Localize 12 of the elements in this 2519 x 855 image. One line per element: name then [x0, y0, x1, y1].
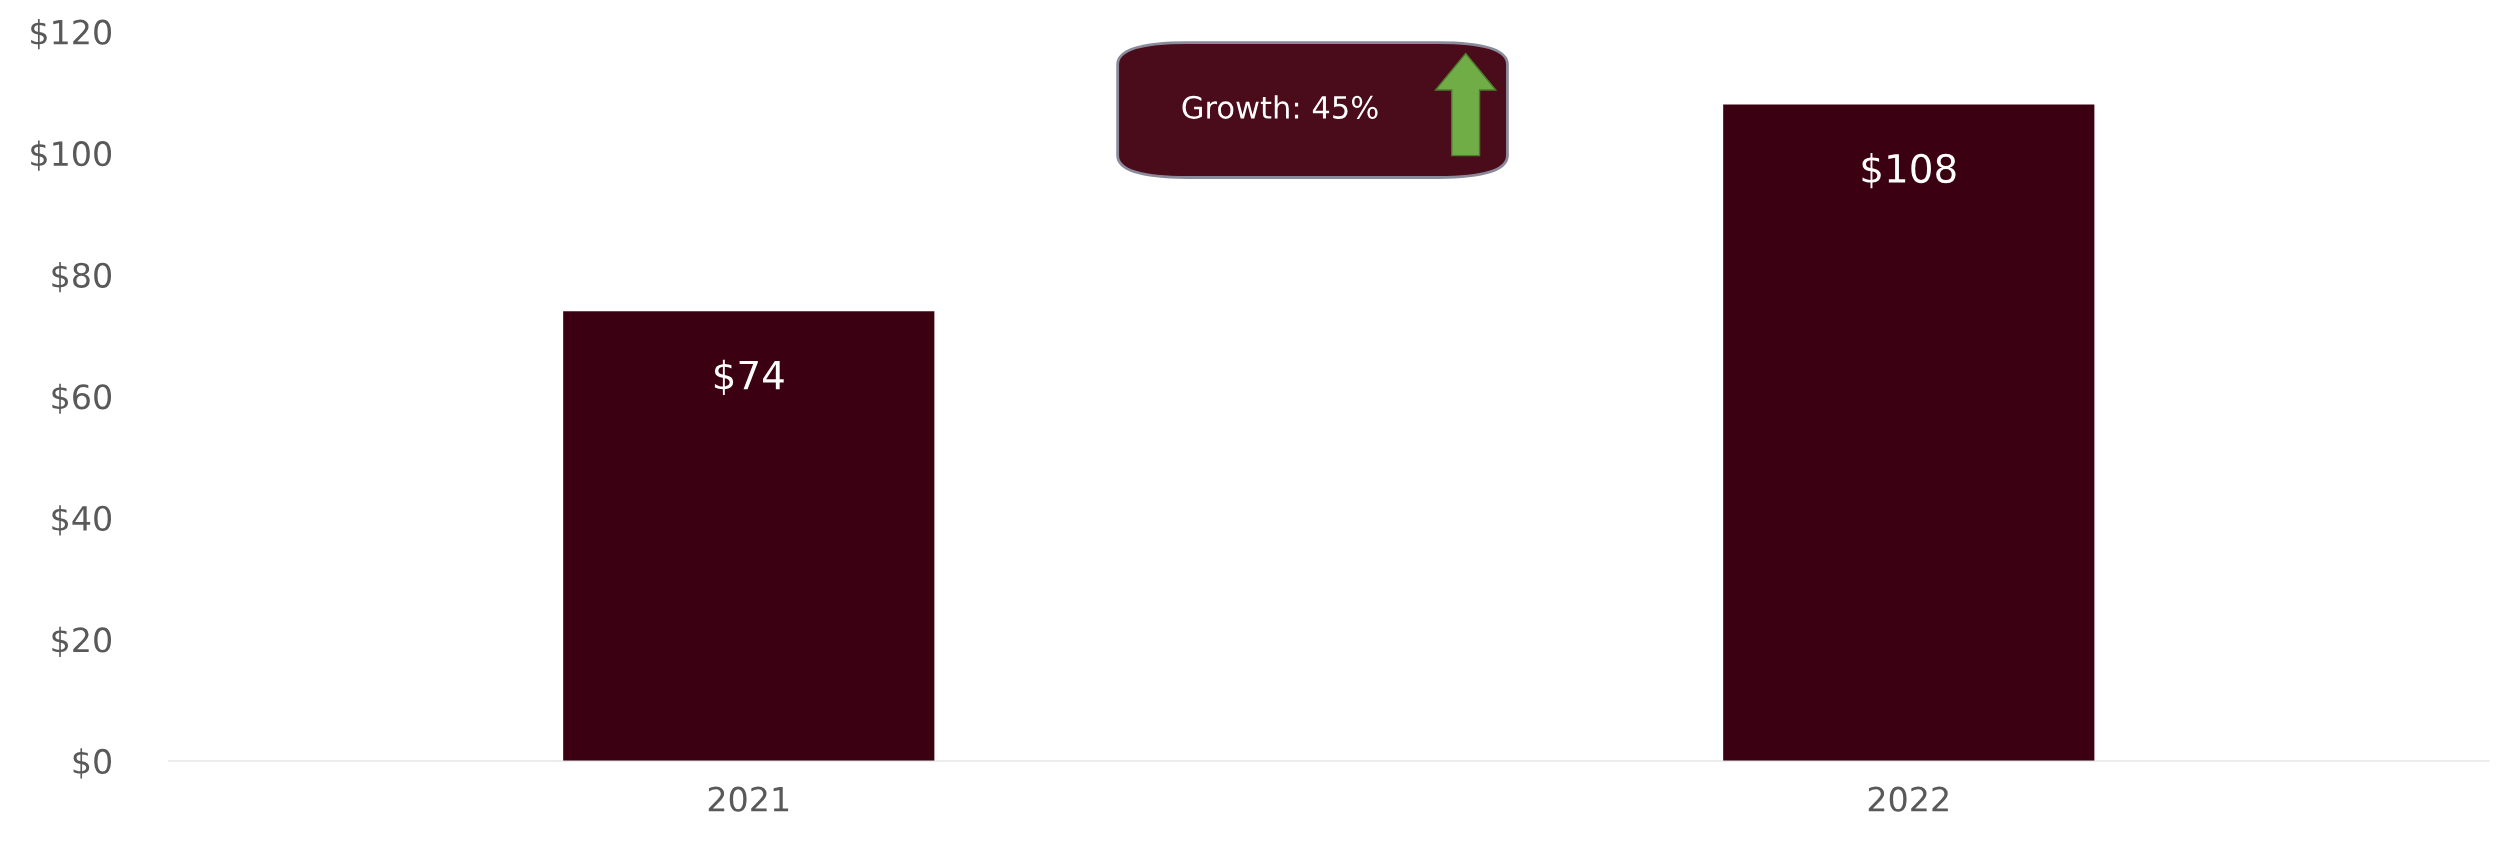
y-tick-label: $120	[31, 18, 111, 50]
y-tick-label: $80	[52, 262, 111, 293]
annotation: Growth: 45%	[1182, 95, 1378, 119]
y-tick-label: $40	[52, 505, 111, 536]
y-tick-label: $100	[31, 140, 111, 171]
data-label: $74	[714, 359, 784, 395]
y-tick-label: $20	[52, 626, 111, 657]
x-tick-label: 2022	[1868, 786, 1948, 812]
y-tick-label: $0	[73, 748, 111, 779]
x-tick-label: 2021	[708, 786, 789, 812]
y-tick-label: $60	[52, 383, 111, 414]
data-label: $108	[1862, 153, 1956, 189]
